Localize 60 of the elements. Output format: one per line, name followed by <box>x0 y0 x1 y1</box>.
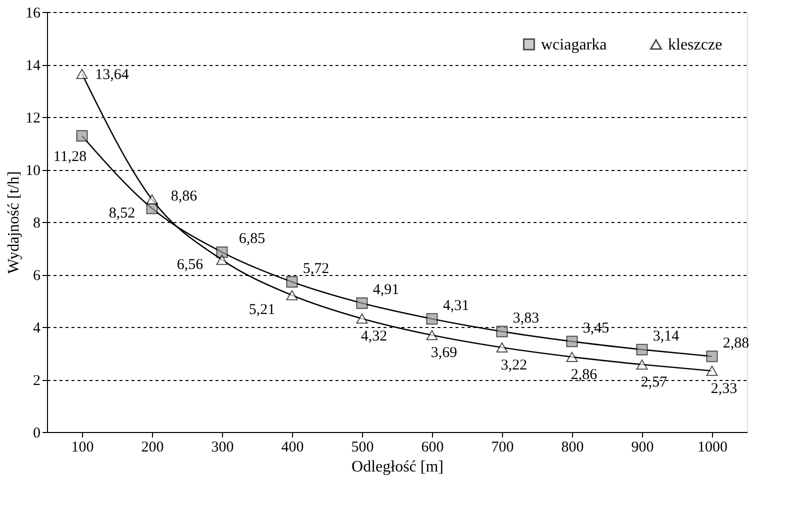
data-label: 3,83 <box>512 310 540 326</box>
point <box>146 194 158 204</box>
data-label: 2,33 <box>710 380 738 397</box>
data-label: 5,21 <box>248 302 276 318</box>
x-tick-label: 700 <box>491 440 514 456</box>
x-tick-label: 200 <box>141 440 164 456</box>
point <box>216 254 228 265</box>
x-tick-label: 300 <box>211 440 234 456</box>
y-tick-label: 16 <box>26 6 41 22</box>
point <box>356 297 368 309</box>
x-tick-label: 800 <box>561 440 584 456</box>
data-label: 3,14 <box>652 328 680 345</box>
x-tick-label: 600 <box>421 440 444 456</box>
point <box>706 350 718 362</box>
data-label: 13,64 <box>95 66 130 83</box>
point <box>636 359 648 370</box>
data-label: 6,56 <box>176 256 204 273</box>
data-label: 2,86 <box>570 366 598 383</box>
x-tick-label: 500 <box>351 440 374 456</box>
data-label: 5,72 <box>302 260 330 277</box>
data-label: 2,88 <box>722 335 750 352</box>
point <box>496 342 508 353</box>
x-tick-label: 1000 <box>698 440 728 456</box>
data-label: 4,31 <box>442 298 470 314</box>
y-tick-label: 4 <box>33 320 41 336</box>
data-label: 6,85 <box>238 231 266 248</box>
point <box>426 330 438 340</box>
data-label: 4,32 <box>360 328 388 345</box>
point <box>426 313 438 325</box>
data-label: 2,57 <box>640 374 668 391</box>
data-label: 3,69 <box>430 345 458 362</box>
x-tick-label: 900 <box>631 440 654 456</box>
y-tick-label: 8 <box>33 216 40 232</box>
legend-label: wciagarka <box>541 36 607 54</box>
point <box>566 352 578 362</box>
legend-label: kleszcze <box>668 36 722 54</box>
data-label: 8,52 <box>108 205 136 222</box>
y-tick-label: 6 <box>33 268 41 284</box>
y-axis-title: Wydajność [t/h] <box>6 171 22 274</box>
y-tick-label: 14 <box>26 58 41 74</box>
point <box>286 290 298 300</box>
point <box>76 68 88 79</box>
point <box>286 276 298 288</box>
point <box>76 130 88 142</box>
y-tick-label: 12 <box>26 110 40 126</box>
x-axis-title: Odległość [m] <box>352 458 444 476</box>
point <box>636 344 648 356</box>
point <box>356 314 368 324</box>
x-tick-label: 400 <box>281 440 304 456</box>
point <box>706 366 718 376</box>
data-label: 8,86 <box>170 188 198 204</box>
x-tick-label: 100 <box>71 440 94 456</box>
point <box>496 326 508 338</box>
data-label: 11,28 <box>53 148 87 165</box>
y-tick-label: 2 <box>33 373 40 389</box>
y-tick-label: 0 <box>33 426 40 442</box>
point <box>566 336 578 348</box>
data-label: 3,22 <box>500 357 528 374</box>
y-tick-label: 10 <box>26 163 40 179</box>
data-label: 4,91 <box>372 282 400 298</box>
